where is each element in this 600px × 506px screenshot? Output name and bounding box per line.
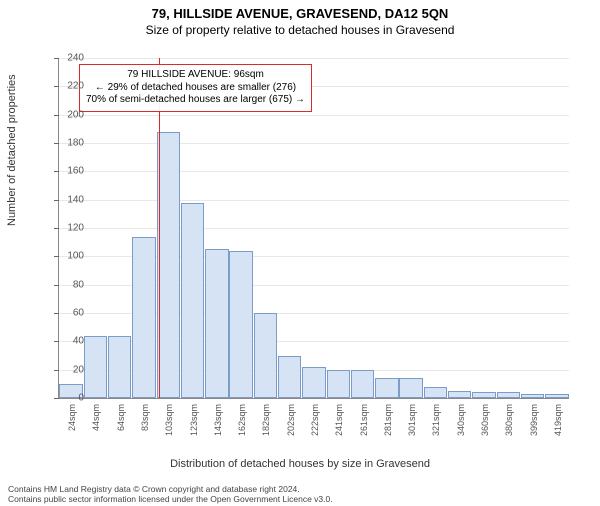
x-tick-label: 340sqm [456,404,466,436]
histogram-bar [399,378,422,398]
y-tick-label: 220 [54,81,84,92]
annotation-line2: ← 29% of detached houses are smaller (27… [86,82,305,95]
histogram-bar [254,313,277,398]
histogram-bar [181,203,204,399]
y-tick-label: 20 [54,364,84,375]
x-tick-label: 143sqm [213,404,223,436]
y-tick-label: 80 [54,279,84,290]
y-tick-label: 40 [54,336,84,347]
x-tick-label: 321sqm [431,404,441,436]
x-tick-label: 222sqm [310,404,320,436]
histogram-bar [108,336,131,398]
x-tick-label: 360sqm [480,404,490,436]
x-tick-label: 44sqm [91,404,101,431]
page-title: 79, HILLSIDE AVENUE, GRAVESEND, DA12 5QN [0,6,600,21]
gridline [59,171,569,172]
histogram-bar [205,249,228,398]
histogram-bar [327,370,350,398]
annotation-box: 79 HILLSIDE AVENUE: 96sqm ← 29% of detac… [79,64,312,112]
x-tick-label: 64sqm [116,404,126,431]
x-axis-label: Distribution of detached houses by size … [0,458,600,470]
x-tick-label: 301sqm [407,404,417,436]
x-tick-label: 123sqm [189,404,199,436]
y-tick-label: 120 [54,223,84,234]
x-tick-label: 399sqm [529,404,539,436]
footer-line1: Contains HM Land Registry data © Crown c… [8,484,333,494]
chart-plot-area: 79 HILLSIDE AVENUE: 96sqm ← 29% of detac… [58,58,569,399]
footer-attribution: Contains HM Land Registry data © Crown c… [8,484,333,504]
x-tick-label: 24sqm [67,404,77,431]
x-tick-label: 261sqm [359,404,369,436]
histogram-bar [424,387,447,398]
x-tick-label: 182sqm [261,404,271,436]
gridline [59,143,569,144]
histogram-bar [497,392,520,398]
y-tick-label: 60 [54,308,84,319]
x-tick-label: 241sqm [334,404,344,436]
x-tick-label: 103sqm [164,404,174,436]
annotation-line3: 70% of semi-detached houses are larger (… [86,94,305,107]
y-tick-label: 160 [54,166,84,177]
histogram-bar [545,394,568,398]
histogram-bar [302,367,325,398]
histogram-bar [157,132,180,398]
histogram-bar [472,392,495,398]
gridline [59,115,569,116]
gridline [59,58,569,59]
x-tick-label: 162sqm [237,404,247,436]
histogram-bar [132,237,155,399]
histogram-bar [229,251,252,398]
x-tick-label: 281sqm [383,404,393,436]
footer-line2: Contains public sector information licen… [8,494,333,504]
gridline [59,228,569,229]
histogram-bar [278,356,301,399]
histogram-bar [351,370,374,398]
y-tick-label: 0 [54,393,84,404]
histogram-bar [521,394,544,398]
y-tick-label: 240 [54,53,84,64]
histogram-bar [84,336,107,398]
gridline [59,200,569,201]
histogram-bar [375,378,398,398]
y-axis-label: Number of detached properties [6,74,18,226]
x-tick-label: 83sqm [140,404,150,431]
histogram-bar [448,391,471,398]
y-tick-label: 140 [54,194,84,205]
y-tick-label: 100 [54,251,84,262]
y-tick-label: 200 [54,109,84,120]
x-tick-label: 380sqm [504,404,514,436]
annotation-line1: 79 HILLSIDE AVENUE: 96sqm [86,69,305,82]
x-tick-label: 202sqm [286,404,296,436]
x-tick-label: 419sqm [553,404,563,436]
chart-subtitle: Size of property relative to detached ho… [0,23,600,37]
y-tick-label: 180 [54,138,84,149]
